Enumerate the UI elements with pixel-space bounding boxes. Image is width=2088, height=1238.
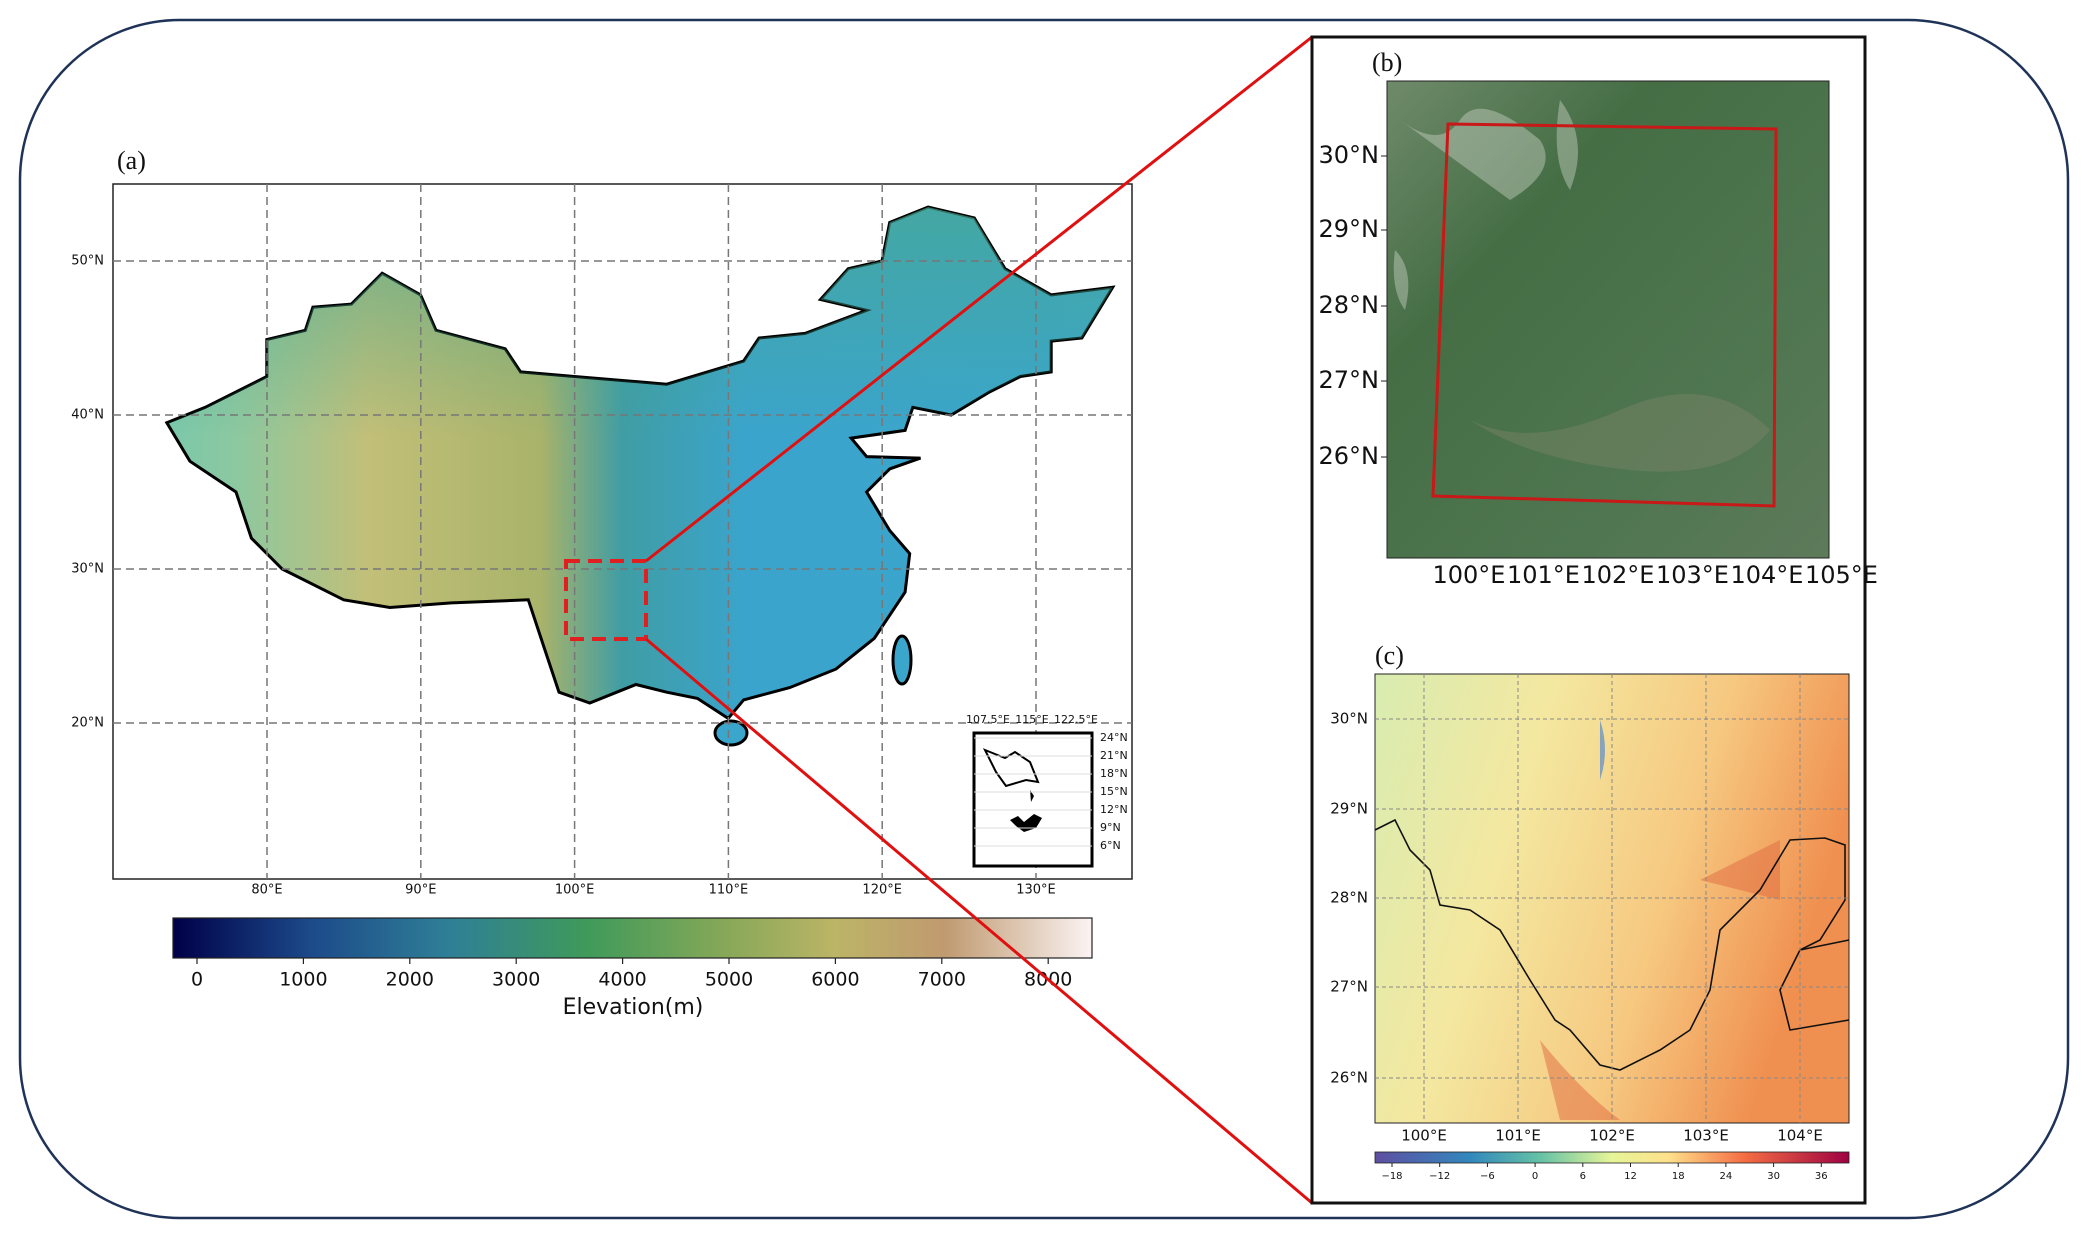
panel-label: (a)	[117, 146, 146, 175]
x-tick-label: 100°E	[1433, 561, 1506, 589]
valley	[1470, 394, 1770, 472]
grid	[1375, 674, 1849, 1123]
cold-area	[1580, 700, 1605, 780]
y-tick-label: 27°N	[1319, 366, 1380, 394]
x-tick-label: 103°E	[1683, 1127, 1729, 1145]
inset-x-label: 122.5°E	[1054, 713, 1098, 726]
colorbar-tick-label: 6	[1580, 1171, 1586, 1182]
inset-y-label: 18°N	[1100, 767, 1128, 780]
colorbar-tick-label: 36	[1815, 1171, 1828, 1182]
colorbar-tick-label: −12	[1429, 1171, 1450, 1182]
x-tick-label: 101°E	[1507, 561, 1580, 589]
inset-x-label: 115°E	[1015, 713, 1048, 726]
colorbar-tick-label: 4000	[598, 969, 646, 991]
colorbar-tick-label: 18	[1672, 1171, 1685, 1182]
x-tick-label: 105°E	[1805, 561, 1878, 589]
x-tick-label: 130°E	[1016, 883, 1056, 898]
colorbar-tick-label: 5000	[705, 969, 753, 991]
x-tick-label: 100°E	[1401, 1127, 1447, 1145]
inset-y-label: 12°N	[1100, 803, 1128, 816]
x-tick-label: 90°E	[405, 883, 436, 898]
colorbar-label: Elevation(m)	[563, 995, 704, 1020]
island	[891, 634, 913, 686]
y-tick-label: 28°N	[1330, 889, 1368, 907]
colorbar-tick-label: 12	[1624, 1171, 1637, 1182]
island	[713, 719, 749, 747]
warm-area	[1540, 840, 1780, 1120]
inset	[972, 731, 1094, 868]
y-tick-label: 28°N	[1319, 291, 1380, 319]
colorbar	[172, 917, 1093, 959]
colorbar-tick-label: 2000	[386, 969, 434, 991]
x-tick-label: 100°E	[555, 883, 595, 898]
y-tick-label: 50°N	[71, 254, 104, 269]
y-tick-label: 26°N	[1330, 1069, 1368, 1087]
inset-y-label: 24°N	[1100, 731, 1128, 744]
x-tick-label: 104°E	[1731, 561, 1804, 589]
colorbar-tick-label: 0	[191, 969, 203, 991]
domain	[1431, 122, 1778, 508]
x-tick-label: 102°E	[1582, 561, 1655, 589]
x-tick-label: 103°E	[1656, 561, 1729, 589]
y-tick-label: 30°N	[1319, 141, 1380, 169]
y-tick-label: 30°N	[71, 562, 104, 577]
y-tick-label: 20°N	[71, 716, 104, 731]
zoom-line	[645, 637, 1313, 1205]
colorbar-tick-label: 3000	[492, 969, 540, 991]
x-tick-label: 120°E	[862, 883, 902, 898]
y-tick-label: 29°N	[1319, 215, 1380, 243]
map-shade	[166, 207, 1113, 719]
x-tick-label: 80°E	[251, 883, 282, 898]
y-tick-label: 40°N	[71, 408, 104, 423]
y-tick-label: 27°N	[1330, 978, 1368, 996]
x-tick-label: 102°E	[1589, 1127, 1635, 1145]
panel-label: (b)	[1372, 48, 1402, 77]
inset-y-label: 6°N	[1100, 839, 1121, 852]
x-tick-label: 101°E	[1495, 1127, 1541, 1145]
y-tick-label: 26°N	[1319, 442, 1380, 470]
colorbar-tick-label: 7000	[918, 969, 966, 991]
inset-y-label: 9°N	[1100, 821, 1121, 834]
panel-c: (c) 30°N 29°N 28°N 27°N 26°N 100°E 101°E 102°E 10…	[1330, 641, 1850, 1182]
inset-y-label: 15°N	[1100, 785, 1128, 798]
colorbar-tick-label: −18	[1381, 1171, 1402, 1182]
y-tick-label: 29°N	[1330, 800, 1368, 818]
colorbar-tick-label: 0	[1532, 1171, 1538, 1182]
x-tick-label: 110°E	[709, 883, 749, 898]
y-tick-label: 30°N	[1330, 710, 1368, 728]
inset-x-label: 107.5°E	[966, 713, 1010, 726]
colorbar	[1374, 1151, 1850, 1164]
inset-islands	[1010, 790, 1042, 832]
x-tick-label: 104°E	[1777, 1127, 1823, 1145]
colorbar-tick-label: 24	[1720, 1171, 1733, 1182]
snow	[1393, 100, 1578, 310]
satellite-image	[1386, 80, 1830, 559]
colorbar-tick-label: −6	[1480, 1171, 1495, 1182]
panel-a: (a) 80°E 90°E 100°E 110°E 120°E 130°E 50°N 40°N 3…	[71, 146, 1133, 1020]
colorbar-tick-label: 6000	[811, 969, 859, 991]
colorbar-tick-label: 30	[1767, 1171, 1780, 1182]
colorbar-tick-label: 1000	[279, 969, 327, 991]
inset-y-label: 21°N	[1100, 749, 1128, 762]
boundary	[1374, 818, 1850, 1071]
study-area	[564, 559, 648, 641]
zoom-line	[645, 35, 1313, 563]
panel-label: (c)	[1375, 641, 1404, 670]
